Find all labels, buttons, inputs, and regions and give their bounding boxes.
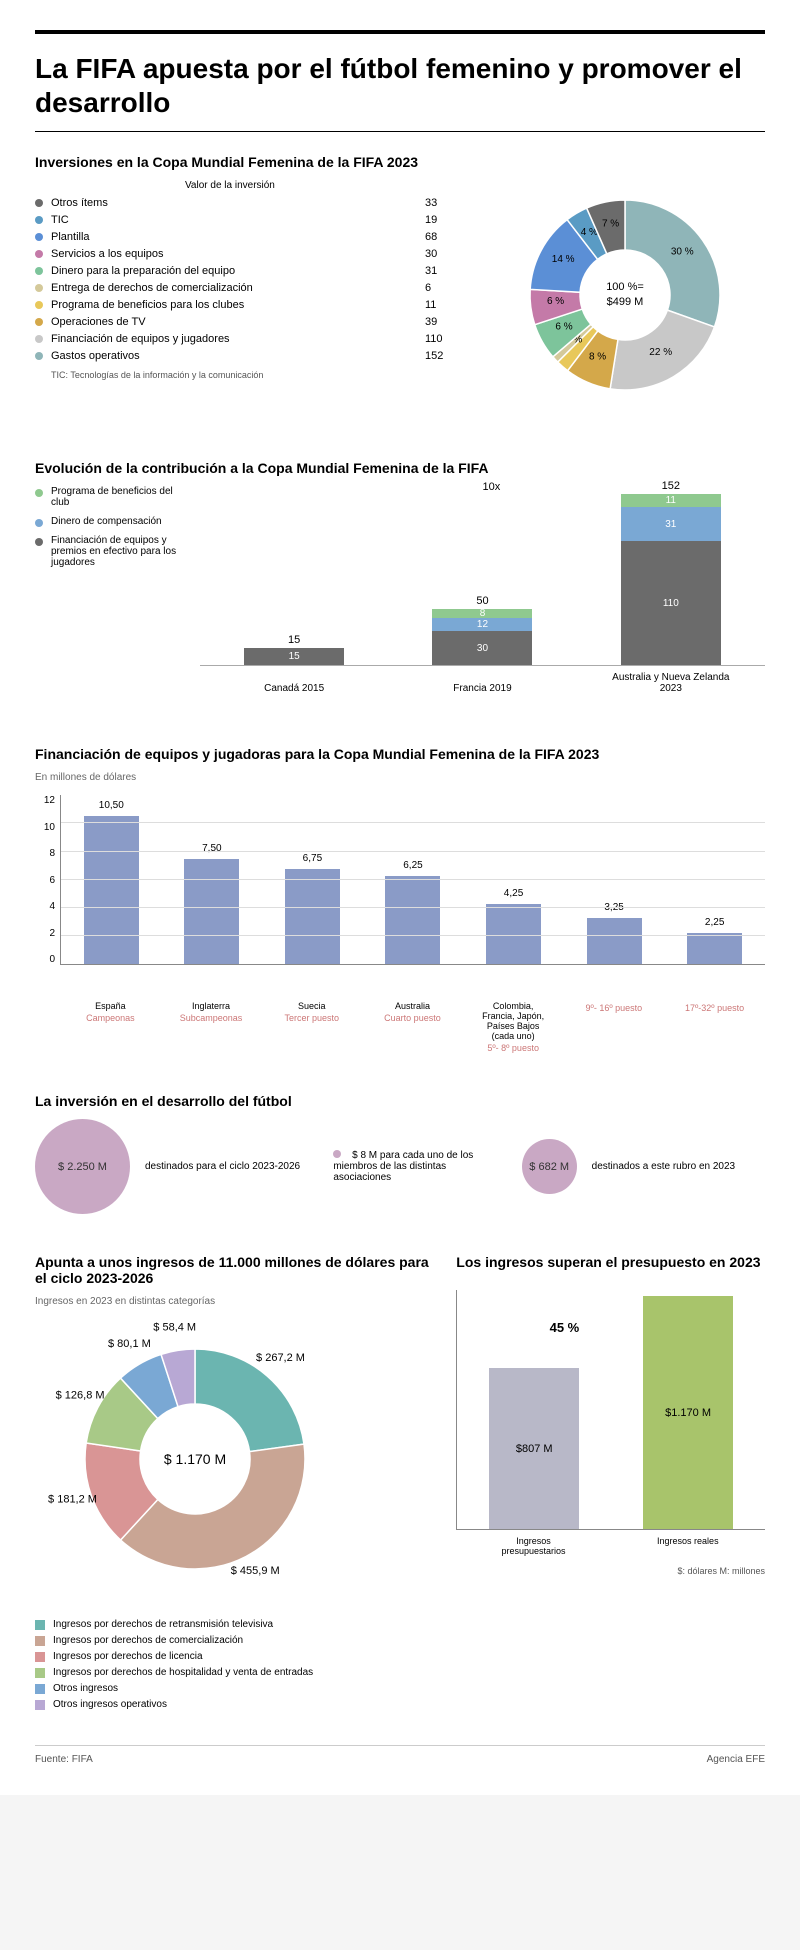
s3-plot: 10,507,506,756,254,253,252,25 bbox=[60, 795, 765, 965]
s1-legend-header: Valor de la inversión bbox=[35, 180, 465, 191]
section-investments: Inversiones en la Copa Mundial Femenina … bbox=[35, 154, 765, 420]
footer: Fuente: FIFA Agencia EFE bbox=[35, 1745, 765, 1765]
s1-title: Inversiones en la Copa Mundial Femenina … bbox=[35, 154, 765, 170]
s6-title: Los ingresos superan el presupuesto en 2… bbox=[456, 1254, 765, 1270]
svg-text:$ 267,2 M: $ 267,2 M bbox=[256, 1352, 305, 1364]
bubble-large: $ 2.250 M bbox=[35, 1119, 130, 1214]
s4-text1: destinados para el ciclo 2023-2026 bbox=[145, 1161, 318, 1172]
section-revenue-target: Apunta a unos ingresos de 11.000 millone… bbox=[35, 1254, 436, 1715]
s5-subtitle: Ingresos en 2023 en distintas categorías bbox=[35, 1296, 436, 1307]
s1-legend: Valor de la inversión Otros ítems33TIC19… bbox=[35, 180, 465, 420]
s3-title: Financiación de equipos y jugadoras para… bbox=[35, 746, 765, 762]
top-bar bbox=[35, 30, 765, 34]
svg-text:30 %: 30 % bbox=[671, 247, 694, 258]
s3-xlabels: EspañaCampeonasInglaterraSubcampeonasSue… bbox=[60, 1001, 765, 1053]
svg-text:14 %: 14 % bbox=[552, 254, 575, 265]
s2-title: Evolución de la contribución a la Copa M… bbox=[35, 460, 765, 476]
svg-text:8 %: 8 % bbox=[589, 352, 606, 363]
svg-text:6 %: 6 % bbox=[555, 322, 572, 333]
svg-text:$ 181,2 M: $ 181,2 M bbox=[48, 1494, 97, 1506]
svg-text:$ 80,1 M: $ 80,1 M bbox=[108, 1338, 151, 1350]
s4-title: La inversión en el desarrollo del fútbol bbox=[35, 1093, 765, 1109]
svg-text:$ 58,4 M: $ 58,4 M bbox=[153, 1322, 196, 1334]
donut-chart-1: 30 %22 %8 %2 %6 %6 %14 %4 %7 % 100 %= $4… bbox=[485, 180, 765, 420]
s3-subtitle: En millones de dólares bbox=[35, 772, 765, 783]
s2-legend: Programa de beneficios del clubDinero de… bbox=[35, 486, 185, 706]
section-development: La inversión en el desarrollo del fútbol… bbox=[35, 1093, 765, 1214]
donut1-center-top: 100 %= bbox=[606, 281, 644, 293]
donut2-center: $ 1.170 M bbox=[164, 1451, 226, 1467]
stacked-bar-chart: 10x 151550301281521103111 Canadá 2015Fra… bbox=[200, 486, 765, 706]
svg-text:6 %: 6 % bbox=[547, 296, 564, 307]
bubble-small: $ 682 M bbox=[522, 1139, 577, 1194]
footer-agency: Agencia EFE bbox=[707, 1754, 765, 1765]
budget-bar-chart: 45 % $807 M$1.170 M bbox=[456, 1290, 765, 1530]
section-financing: Financiación de equipos y jugadoras para… bbox=[35, 746, 765, 1053]
s3-yaxis: 121086420 bbox=[35, 795, 60, 965]
multiplier-label: 10x bbox=[483, 481, 501, 493]
s6-xlabels: Ingresos presupuestariosIngresos reales bbox=[456, 1536, 765, 1556]
s4-text2: $ 8 M para cada uno de los miembros de l… bbox=[333, 1150, 506, 1183]
s5-title: Apunta a unos ingresos de 11.000 millone… bbox=[35, 1254, 436, 1286]
section-budget: Los ingresos superan el presupuesto en 2… bbox=[456, 1254, 765, 1715]
bottom-row: Apunta a unos ingresos de 11.000 millone… bbox=[35, 1254, 765, 1715]
pct-increase: 45 % bbox=[550, 1320, 580, 1335]
svg-text:$ 455,9 M: $ 455,9 M bbox=[231, 1565, 280, 1577]
donut1-center-bottom: $499 M bbox=[607, 296, 644, 308]
footer-source: Fuente: FIFA bbox=[35, 1754, 93, 1765]
svg-text:22 %: 22 % bbox=[649, 347, 672, 358]
s4-text3: destinados a este rubro en 2023 bbox=[592, 1161, 765, 1172]
main-title: La FIFA apuesta por el fútbol femenino y… bbox=[35, 52, 765, 119]
divider bbox=[35, 131, 765, 132]
s5-legend: Ingresos por derechos de retransmisión t… bbox=[35, 1619, 436, 1710]
credits: $: dólares M: millones bbox=[456, 1566, 765, 1576]
svg-text:7 %: 7 % bbox=[602, 219, 619, 230]
section-evolution: Evolución de la contribución a la Copa M… bbox=[35, 460, 765, 706]
donut-chart-2: $ 267,2 M $ 455,9 M $ 181,2 M $ 126,8 M $ 80… bbox=[35, 1319, 375, 1599]
svg-text:$ 126,8 M: $ 126,8 M bbox=[56, 1389, 105, 1401]
s1-footnote: TIC: Tecnologías de la información y la … bbox=[35, 370, 465, 380]
